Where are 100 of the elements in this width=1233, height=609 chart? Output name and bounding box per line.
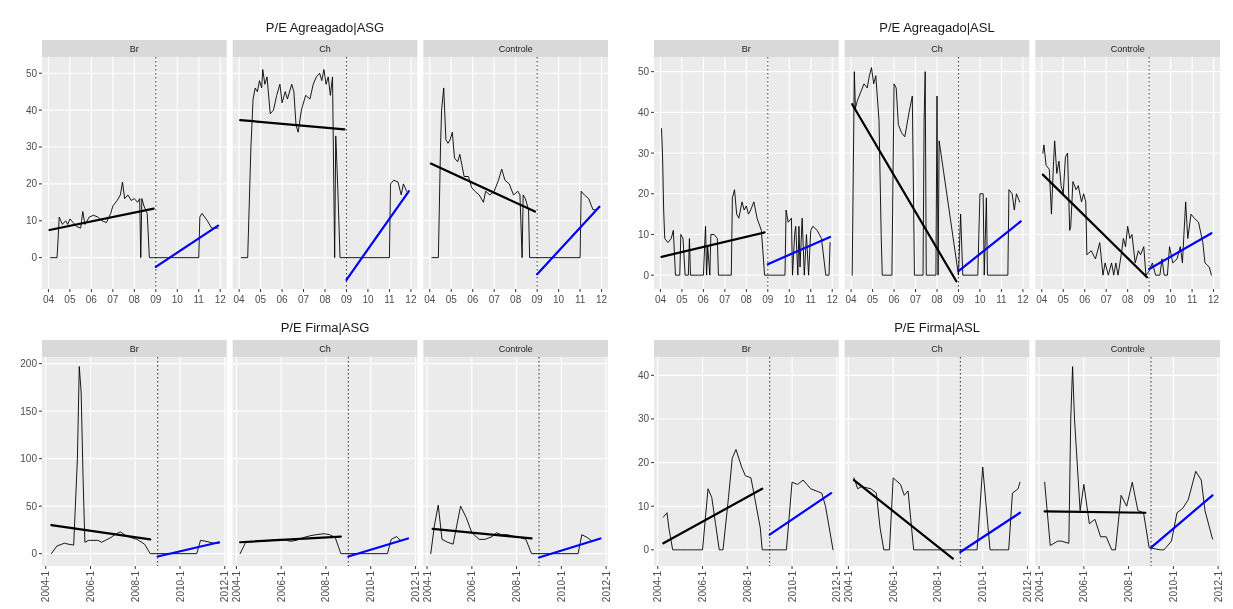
- x-tick-label: 2012-1: [1212, 570, 1224, 603]
- chart-subtitle: Br: [129, 344, 139, 354]
- x-tick-label: 2004-1: [230, 570, 242, 603]
- x-tick-label: 07: [107, 294, 119, 305]
- x-tick-label: 2012-1: [1021, 570, 1033, 603]
- x-tick-label: 2012-1: [600, 570, 612, 603]
- x-tick-label: 2008-1: [320, 570, 332, 603]
- x-tick-label: 2010-1: [365, 570, 377, 603]
- x-tick-label: 10: [171, 294, 184, 305]
- x-tick-label: 06: [697, 294, 710, 305]
- x-tick-label: 12: [826, 294, 839, 305]
- x-tick-label: 2012-1: [409, 570, 421, 603]
- y-tick-label: 0: [643, 269, 650, 281]
- chart-subtitle: Controle: [498, 44, 533, 54]
- y-tick-label: 150: [20, 405, 38, 417]
- x-tick-label: 07: [909, 294, 922, 305]
- x-tick-label: 05: [676, 294, 688, 305]
- x-tick-label: 2010-1: [174, 570, 186, 603]
- x-tick-label: 2004-1: [652, 570, 664, 603]
- x-tick-label: 07: [297, 294, 310, 305]
- x-tick-label: 06: [467, 294, 479, 305]
- x-tick-label: 10: [362, 294, 374, 305]
- chart-subtitle: Br: [741, 44, 751, 54]
- x-tick-label: 04: [233, 294, 246, 305]
- x-tick-label: 2012-1: [831, 570, 843, 603]
- x-tick-label: 08: [931, 294, 943, 305]
- x-tick-label: 09: [952, 294, 965, 305]
- x-tick-label: 12: [405, 294, 417, 305]
- x-tick-label: 04: [42, 294, 55, 305]
- x-tick-label: 08: [319, 294, 331, 305]
- x-tick-label: 2006-1: [697, 570, 709, 603]
- x-tick-label: 2006-1: [466, 570, 478, 603]
- y-tick-label: 40: [25, 104, 38, 116]
- x-tick-label: 11: [384, 294, 396, 305]
- x-tick-label: 2004-1: [421, 570, 433, 603]
- x-tick-label: 04: [654, 294, 667, 305]
- x-tick-label: 06: [1079, 294, 1091, 305]
- chart-subtitle: Ch: [931, 44, 943, 54]
- x-tick-label: 04: [1036, 294, 1048, 305]
- x-tick-label: 08: [1122, 294, 1134, 305]
- x-tick-label: 06: [888, 294, 901, 305]
- x-tick-label: 2004-1: [1033, 570, 1045, 603]
- x-tick-label: 2008-1: [511, 570, 523, 603]
- y-tick-label: 200: [20, 358, 38, 370]
- x-tick-label: 11: [805, 294, 817, 305]
- x-tick-label: 10: [553, 294, 565, 305]
- x-tick-label: 08: [128, 294, 141, 305]
- x-tick-label: 11: [1186, 294, 1198, 305]
- y-tick-label: 10: [637, 500, 650, 512]
- x-tick-label: 2008-1: [1123, 570, 1135, 603]
- y-tick-label: 50: [25, 67, 38, 79]
- y-tick-label: 40: [637, 369, 650, 381]
- x-tick-label: 2006-1: [85, 570, 97, 603]
- x-tick-label: 09: [531, 294, 544, 305]
- x-tick-label: 08: [740, 294, 753, 305]
- y-tick-label: 0: [643, 544, 650, 556]
- chart-subtitle: Ch: [931, 344, 943, 354]
- y-tick-label: 50: [25, 500, 38, 512]
- y-tick-label: 40: [637, 106, 650, 118]
- x-tick-label: 05: [255, 294, 267, 305]
- x-tick-label: 05: [445, 294, 458, 305]
- y-tick-label: 30: [637, 147, 650, 159]
- y-tick-label: 100: [20, 453, 38, 465]
- x-tick-label: 2008-1: [129, 570, 141, 603]
- x-tick-label: 10: [974, 294, 986, 305]
- y-tick-label: 20: [25, 178, 38, 190]
- x-tick-label: 05: [1057, 294, 1070, 305]
- x-tick-label: 04: [424, 294, 436, 305]
- x-tick-label: 11: [193, 294, 205, 305]
- x-tick-label: 06: [85, 294, 98, 305]
- x-tick-label: 08: [510, 294, 522, 305]
- x-tick-label: 2006-1: [1078, 570, 1090, 603]
- chart-subtitle: Controle: [498, 344, 533, 354]
- x-tick-label: 04: [845, 294, 858, 305]
- y-tick-label: 20: [637, 457, 650, 469]
- x-tick-label: 11: [996, 294, 1008, 305]
- chart-subtitle: Br: [741, 344, 751, 354]
- y-tick-label: 10: [637, 228, 650, 240]
- x-tick-label: 09: [762, 294, 774, 305]
- y-tick-label: 10: [25, 215, 38, 227]
- x-tick-label: 12: [1208, 294, 1220, 305]
- chart-subtitle: Controle: [1110, 344, 1145, 354]
- x-tick-label: 07: [1100, 294, 1113, 305]
- y-tick-label: 0: [31, 252, 38, 264]
- x-tick-label: 12: [1017, 294, 1029, 305]
- x-tick-label: 2010-1: [555, 570, 567, 603]
- y-tick-label: 20: [637, 188, 650, 200]
- x-tick-label: 2008-1: [741, 570, 753, 603]
- y-tick-label: 30: [25, 141, 38, 153]
- x-tick-label: 2008-1: [932, 570, 944, 603]
- x-tick-label: 2006-1: [275, 570, 287, 603]
- x-tick-label: 2004-1: [40, 570, 52, 603]
- chart-subtitle: Br: [129, 44, 139, 54]
- x-tick-label: 05: [867, 294, 879, 305]
- chart-title: P/E Firma|ASL: [894, 320, 980, 335]
- x-tick-label: 07: [488, 294, 501, 305]
- chart-title: P/E Agreagado|ASL: [879, 20, 995, 35]
- x-tick-label: 05: [64, 294, 76, 305]
- x-tick-label: 2010-1: [1167, 570, 1179, 603]
- x-tick-label: 09: [340, 294, 353, 305]
